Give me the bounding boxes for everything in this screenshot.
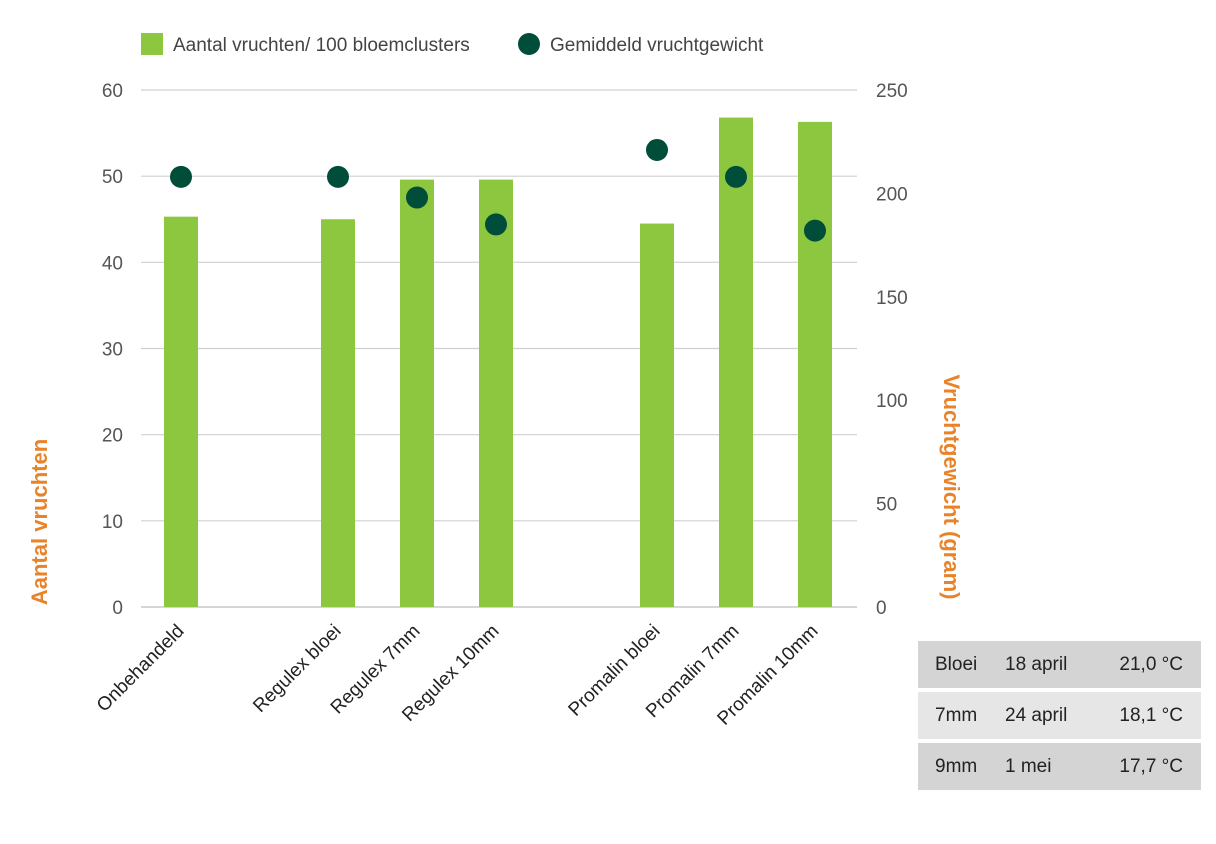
right-tick-label: 0 xyxy=(876,598,887,619)
right-axis-title: Vruchtgewicht (gram) xyxy=(939,375,964,600)
left-tick-label: 30 xyxy=(102,340,123,361)
table-cell: 18 april xyxy=(1005,641,1105,688)
right-tick-label: 200 xyxy=(876,184,908,205)
table-row: Bloei 18 april 21,0 °C xyxy=(918,641,1201,688)
left-tick-label: 40 xyxy=(102,253,123,274)
right-tick-label: 250 xyxy=(876,81,908,102)
table-row: 7mm 24 april 18,1 °C xyxy=(918,692,1201,739)
bar xyxy=(479,179,513,607)
dot xyxy=(406,186,428,209)
category-label: Onbehandeld xyxy=(93,621,189,717)
dots xyxy=(170,138,826,242)
left-tick-label: 50 xyxy=(102,167,123,188)
legend-dot-label: Gemiddeld vruchtgewicht xyxy=(550,35,764,56)
right-tick-label: 50 xyxy=(876,495,897,516)
bars xyxy=(164,117,832,608)
legend-bar-swatch xyxy=(141,33,163,55)
table-cell: 18,1 °C xyxy=(1105,692,1201,739)
dot xyxy=(327,165,349,188)
left-tick-label: 0 xyxy=(112,598,123,619)
dot xyxy=(804,219,826,242)
table-cell: 24 april xyxy=(1005,692,1105,739)
bar xyxy=(719,117,753,607)
table-cell: 7mm xyxy=(918,692,1005,739)
legend-bar-label: Aantal vruchten/ 100 bloemclusters xyxy=(173,35,470,56)
bar xyxy=(798,121,832,608)
right-axis-ticks: 0 50 100 150 200 250 xyxy=(876,81,908,619)
bar xyxy=(164,216,198,608)
table-row: 9mm 1 mei 17,7 °C xyxy=(918,743,1201,790)
table-cell: 21,0 °C xyxy=(1105,641,1201,688)
left-tick-label: 60 xyxy=(102,81,123,102)
bar xyxy=(640,223,674,607)
table-cell: 17,7 °C xyxy=(1105,743,1201,790)
right-tick-label: 150 xyxy=(876,288,908,309)
bar xyxy=(321,219,355,607)
dot xyxy=(485,213,507,236)
legend-dot-swatch xyxy=(518,33,540,55)
right-tick-label: 100 xyxy=(876,391,908,412)
timing-table: Bloei 18 april 21,0 °C 7mm 24 april 18,1 °C 9m… xyxy=(918,637,1201,794)
table-cell: 9mm xyxy=(918,743,1005,790)
bar xyxy=(400,179,434,607)
left-tick-label: 10 xyxy=(102,512,123,533)
dot xyxy=(646,138,668,161)
left-axis-ticks: 0 10 20 30 40 50 60 xyxy=(102,81,123,619)
table-cell: 1 mei xyxy=(1005,743,1105,790)
table-cell: Bloei xyxy=(918,641,1005,688)
left-axis-title: Aantal vruchten xyxy=(27,439,52,605)
dot xyxy=(725,165,747,188)
left-tick-label: 20 xyxy=(102,426,123,447)
dot xyxy=(170,165,192,188)
legend: Aantal vruchten/ 100 bloemclusters Gemid… xyxy=(141,33,764,56)
